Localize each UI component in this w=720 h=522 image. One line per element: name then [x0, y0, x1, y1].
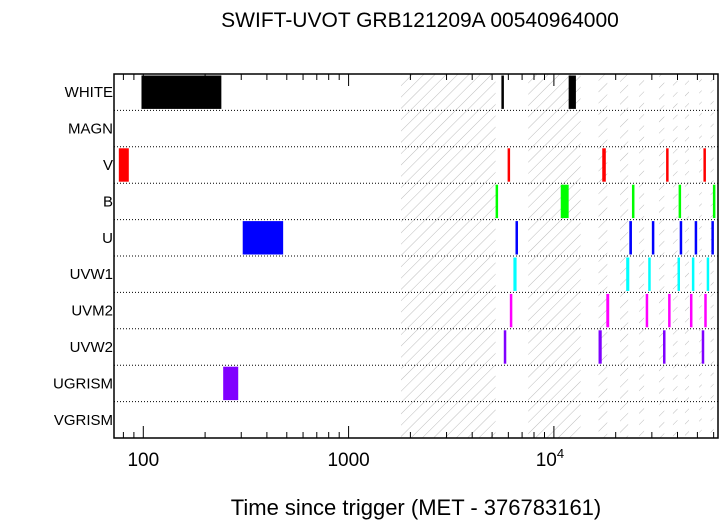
gap-region — [598, 74, 608, 438]
exposure-bar-uvw1 — [513, 257, 517, 291]
exposure-bar-v — [507, 148, 511, 182]
exposure-bar-u — [515, 221, 518, 255]
chart-title: SWIFT-UVOT GRB121209A 00540964000 — [221, 9, 619, 32]
exposure-bar-b — [631, 184, 635, 219]
exposure-bar-u — [694, 221, 698, 255]
exposure-bar-white — [141, 75, 222, 109]
exposure-bar-uvm2 — [509, 293, 513, 328]
exposure-bar-b — [495, 184, 499, 219]
gap-region — [639, 74, 645, 438]
row-label-u: U — [102, 230, 113, 247]
row-label-vgrism: VGRISM — [54, 412, 113, 429]
exposure-bars — [118, 75, 716, 401]
x-axis-ticks: 100 1000 104 — [122, 74, 715, 471]
exposure-bar-uvw2 — [503, 330, 507, 364]
exposure-bar-u — [711, 221, 714, 255]
exposure-bar-b — [712, 184, 716, 219]
exposure-bar-u — [242, 221, 284, 255]
exposure-bar-uvm2 — [689, 293, 693, 328]
exposure-bar-uvm2 — [704, 293, 707, 328]
filter-rows: WHITE MAGN V B U UVW1 UVM2 UVW2 UGRISM VGRISM — [53, 84, 718, 429]
exposure-bar-v — [703, 148, 706, 182]
exposure-bar-uvw1 — [626, 257, 630, 291]
exposure-bar-uvw2 — [663, 330, 666, 364]
gap-region — [699, 74, 702, 438]
plot-frame — [113, 73, 719, 439]
exposure-bar-white — [501, 75, 504, 109]
row-label-magn: MAGN — [68, 121, 113, 138]
row-label-ugrism: UGRISM — [53, 375, 113, 392]
row-label-uvw2: UVW2 — [70, 339, 113, 356]
exposure-bar-v — [666, 148, 669, 182]
exposure-bar-b — [678, 184, 682, 219]
exposure-bar-white — [568, 75, 576, 109]
gap-region — [528, 74, 581, 438]
exposure-bar-uvw1 — [677, 257, 680, 291]
row-label-b: B — [103, 193, 113, 210]
exposure-bar-uvw1 — [648, 257, 651, 291]
exposure-bar-uvw1 — [706, 257, 710, 291]
x-tick-label: 1000 — [327, 450, 369, 471]
exposure-bar-uvw1 — [691, 257, 695, 291]
row-label-white: WHITE — [65, 84, 113, 101]
gap-region — [684, 74, 689, 438]
row-label-uvm2: UVM2 — [71, 303, 113, 320]
row-label-uvw1: UVW1 — [70, 266, 113, 283]
exposure-bar-ugrism — [223, 366, 239, 401]
exposure-bar-uvw2 — [701, 330, 705, 364]
x-axis-label: Time since trigger (MET - 376783161) — [231, 495, 602, 520]
x-tick-label: 100 — [127, 450, 159, 471]
exposure-bar-b — [560, 184, 569, 219]
row-label-v: V — [103, 157, 113, 174]
exposure-bar-uvm2 — [668, 293, 671, 328]
exposure-bar-v — [602, 148, 606, 182]
x-tick-label: 104 — [536, 446, 564, 471]
gap-region — [710, 74, 714, 438]
observing-gaps — [400, 74, 714, 438]
gap-region — [658, 74, 665, 438]
exposure-bar-u — [629, 221, 632, 255]
exposure-bar-uvw2 — [598, 330, 602, 364]
exposure-bar-uvm2 — [645, 293, 649, 328]
exposure-bar-u — [679, 221, 683, 255]
gap-region — [400, 74, 496, 438]
exposure-bar-u — [651, 221, 655, 255]
exposure-bar-v — [118, 148, 129, 182]
exposure-bar-uvm2 — [606, 293, 610, 328]
